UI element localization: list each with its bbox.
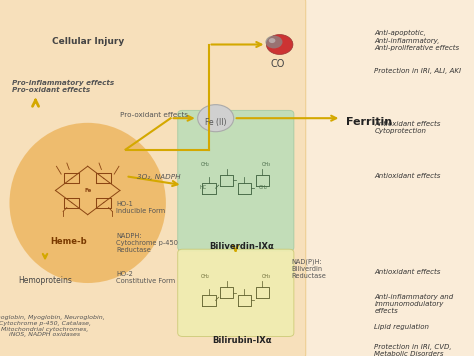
Text: Antioxidant effects: Antioxidant effects [374,269,441,275]
Text: NADPH:
Cytochrome p-450
Reductase: NADPH: Cytochrome p-450 Reductase [116,233,178,253]
Text: Anti-inflammatory and
immunomodulatory
effects: Anti-inflammatory and immunomodulatory e… [374,294,454,314]
Text: CH₂: CH₂ [259,185,268,190]
Text: Protection in IRI, ALI, AKI: Protection in IRI, ALI, AKI [374,68,462,74]
Text: Cellular Injury: Cellular Injury [52,37,124,46]
Text: Antioxidant effects: Antioxidant effects [374,173,441,179]
FancyBboxPatch shape [178,249,294,336]
Text: Biliverdin-IXα: Biliverdin-IXα [210,242,274,251]
Text: Antioxidant effects
Cytoprotection: Antioxidant effects Cytoprotection [374,121,441,134]
Circle shape [266,35,293,54]
Circle shape [269,38,275,43]
Circle shape [265,36,283,48]
Text: Fe (II): Fe (II) [205,118,227,127]
Text: Bilirubin-IXα: Bilirubin-IXα [212,336,272,345]
Text: HC: HC [200,185,207,190]
Text: Lipid regulation: Lipid regulation [374,324,429,330]
Text: CH₂: CH₂ [201,162,209,167]
Text: Hemoproteins: Hemoproteins [18,276,72,285]
Ellipse shape [9,123,166,283]
Text: Pro-inflammatory effects
Pro-oxidant effects: Pro-inflammatory effects Pro-oxidant eff… [12,80,114,93]
FancyBboxPatch shape [178,110,294,251]
Circle shape [198,105,234,132]
Text: Pro-oxidant effects: Pro-oxidant effects [120,112,188,118]
Text: Protection in IRI, CVD,
Metabolic Disorders: Protection in IRI, CVD, Metabolic Disord… [374,344,452,356]
Text: CH₃: CH₃ [262,274,271,279]
Text: HO-2
Constitutive Form: HO-2 Constitutive Form [116,271,175,284]
Text: HO-1
Inducible Form: HO-1 Inducible Form [116,201,165,214]
Text: CH₂: CH₂ [201,274,209,279]
FancyBboxPatch shape [0,0,306,356]
Text: Fe: Fe [84,188,91,193]
Text: Ferritin: Ferritin [346,117,392,127]
Text: Hemoglobin, Myoglobin, Neuroglobin,
Cytochrome p-450, Catalase,
Mitochondrial cy: Hemoglobin, Myoglobin, Neuroglobin, Cyto… [0,315,104,337]
Text: 3O₂, NADPH: 3O₂, NADPH [137,174,181,180]
Text: Anti-apoptotic,
Anti-inflammatory,
Anti-proliferative effects: Anti-apoptotic, Anti-inflammatory, Anti-… [374,30,460,51]
Text: CH₃: CH₃ [262,162,271,167]
Text: CO: CO [270,59,284,69]
Text: NAD(P)H:
Biliverdin
Reductase: NAD(P)H: Biliverdin Reductase [292,258,327,279]
Text: Heme-b: Heme-b [50,237,87,246]
